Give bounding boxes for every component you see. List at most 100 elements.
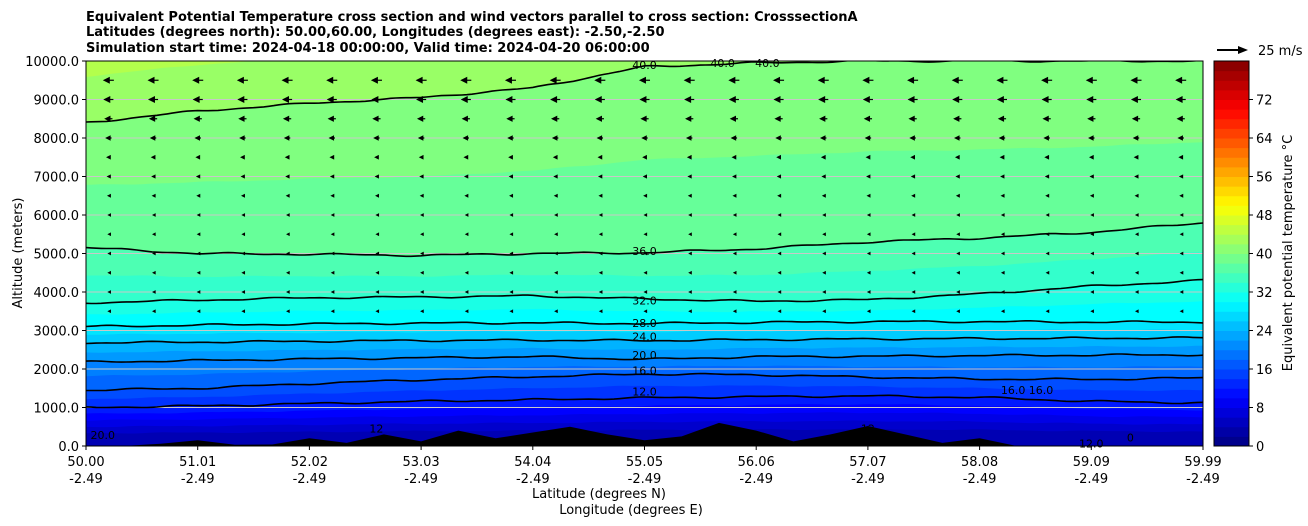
wind-vector-arrow <box>554 213 558 217</box>
wind-vector-arrow <box>420 309 424 314</box>
wind-vector-head <box>955 193 960 198</box>
wind-vector-arrow <box>1176 115 1185 122</box>
wind-vector-head <box>147 76 155 84</box>
contour-label: 12 <box>369 423 383 436</box>
colorbar-cell <box>1214 195 1249 206</box>
wind-vector-arrow <box>460 76 472 84</box>
wind-vector-head <box>420 309 424 314</box>
wind-vector-arrow <box>374 174 379 179</box>
wind-vector-arrow <box>285 193 290 198</box>
wind-vector-head <box>777 193 782 198</box>
wind-vector-arrow <box>820 135 827 141</box>
wind-vector-head <box>151 174 156 179</box>
wind-vector-head <box>911 270 916 275</box>
wind-vector-head <box>508 154 513 160</box>
wind-vector-head <box>596 135 603 141</box>
x-tick-label-lon: -2.49 <box>293 472 327 487</box>
wind-vector-head <box>375 232 380 237</box>
wind-vector-head <box>1000 290 1005 294</box>
wind-vector-arrow <box>552 154 558 160</box>
wind-vector-arrow <box>1045 270 1050 275</box>
wind-vector-arrow <box>1134 251 1139 256</box>
colorbar-tick-label: 64 <box>1256 132 1273 147</box>
wind-vector-head <box>688 251 692 256</box>
wind-vector-arrow <box>1045 251 1050 256</box>
wind-vector-arrow <box>326 76 338 84</box>
wind-vector-arrow <box>103 96 114 103</box>
wind-vector-arrow <box>554 309 558 314</box>
wind-vector-head <box>1130 76 1138 84</box>
wind-vector-arrow <box>864 135 872 141</box>
wind-vector-arrow <box>240 174 245 179</box>
colorbar-cell <box>1214 397 1249 408</box>
wind-vector-arrow <box>330 290 335 294</box>
wind-vector-arrow <box>598 232 603 237</box>
wind-vector-arrow <box>148 115 158 122</box>
wind-vector-arrow <box>911 213 916 217</box>
wind-vector-arrow <box>642 174 648 179</box>
wind-vector-arrow <box>463 154 469 160</box>
contour-label: 24.0 <box>632 331 657 344</box>
wind-vector-head <box>326 96 334 103</box>
reference-arrow-icon <box>1238 46 1248 54</box>
wind-vector-head <box>420 232 424 237</box>
wind-vector-arrow <box>728 76 740 84</box>
wind-vector-arrow <box>241 290 246 294</box>
wind-vector-arrow <box>688 290 692 294</box>
wind-vector-head <box>1086 96 1094 103</box>
wind-vector-arrow <box>284 154 290 160</box>
wind-vector-arrow <box>598 251 603 256</box>
x-tick-label-lat: 58.08 <box>961 455 998 470</box>
wind-vector-arrow <box>732 290 737 294</box>
wind-vector-arrow <box>956 309 960 314</box>
wind-vector-head <box>551 115 558 122</box>
wind-vector-head <box>999 154 1005 160</box>
wind-vector-head <box>152 270 156 275</box>
wind-vector-head <box>1045 251 1050 256</box>
wind-vector-arrow <box>777 290 782 294</box>
colorbar-tick-label: 56 <box>1256 171 1273 186</box>
wind-vector-arrow <box>1090 232 1094 237</box>
wind-vector-arrow <box>464 232 469 237</box>
wind-vector-arrow <box>1177 135 1184 141</box>
wind-vector-head <box>240 154 245 160</box>
wind-vector-arrow <box>911 193 916 198</box>
wind-vector-arrow <box>286 309 290 314</box>
contour-line-12.0 <box>86 394 1203 409</box>
wind-vector-arrow <box>776 174 782 179</box>
x-axis-label-latitude: Latitude (degrees N) <box>532 487 666 502</box>
wind-vector-arrow <box>549 76 561 84</box>
wind-vector-head <box>639 96 647 103</box>
wind-vector-arrow <box>152 251 156 256</box>
wind-vector-arrow <box>730 135 738 141</box>
contour-label: 12.0 <box>632 385 657 398</box>
wind-vector-head <box>152 290 156 294</box>
wind-vector-head <box>286 213 290 217</box>
wind-vector-head <box>1177 135 1183 141</box>
wind-vector-head <box>774 115 781 122</box>
colorbar-cell <box>1214 417 1249 428</box>
wind-vector-head <box>643 251 648 256</box>
wind-vector-arrow <box>1175 96 1186 103</box>
wind-vector-arrow <box>237 96 248 103</box>
wind-vector-arrow <box>370 76 382 84</box>
wind-vector-arrow <box>236 76 248 84</box>
wind-vector-head <box>732 193 737 198</box>
wind-vector-head <box>1134 213 1139 217</box>
wind-vector-head <box>505 96 513 103</box>
wind-vector-head <box>554 270 558 275</box>
wind-vector-head <box>777 309 782 314</box>
wind-vectors <box>102 76 1187 314</box>
wind-vector-arrow <box>147 96 159 103</box>
wind-vector-arrow <box>594 96 605 103</box>
wind-vector-arrow <box>281 76 293 84</box>
wind-vector-arrow <box>239 135 246 141</box>
wind-vector-arrow <box>911 232 916 237</box>
wind-vector-head <box>1000 309 1005 314</box>
wind-vector-head <box>327 115 334 122</box>
wind-vector-head <box>330 193 335 198</box>
wind-vector-arrow <box>1175 76 1187 84</box>
wind-vector-head <box>684 96 692 103</box>
wind-vector-head <box>1043 135 1049 141</box>
